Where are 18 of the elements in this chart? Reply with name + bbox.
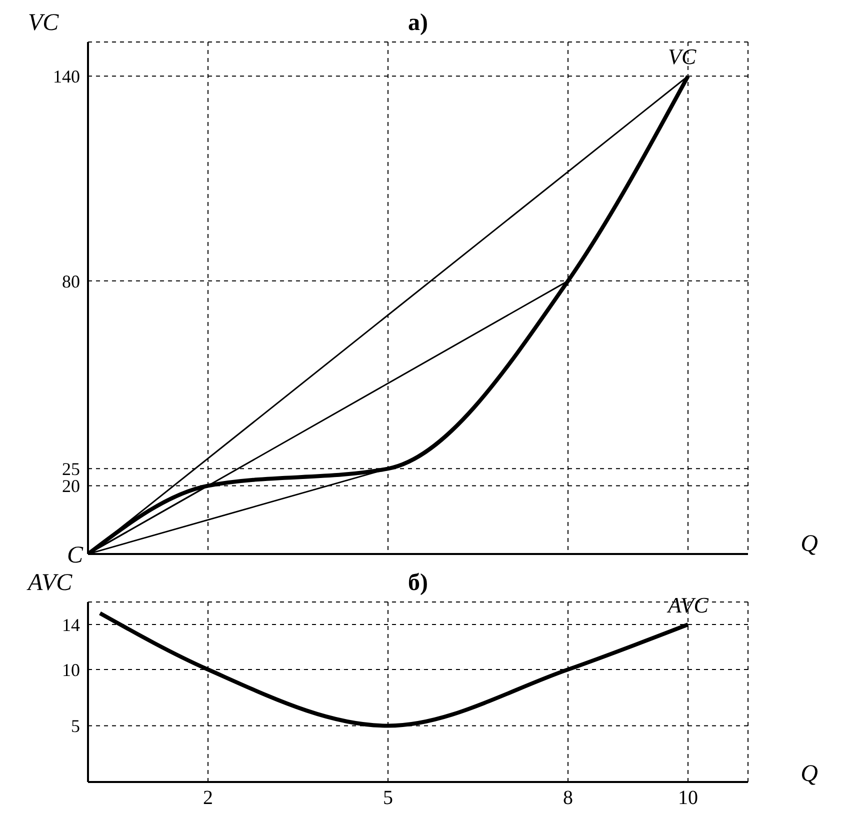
x-tick-label: 5	[383, 787, 393, 810]
series-label: VC	[668, 44, 696, 70]
series-label: AVC	[666, 592, 709, 618]
x-tick-label: 10	[678, 787, 698, 810]
x-axis-title: Q	[800, 761, 818, 788]
x-axis-title: Q	[800, 531, 818, 558]
y-tick-label: 14	[62, 614, 80, 635]
y-tick-label: 10	[62, 660, 80, 680]
y-tick-label: 80	[62, 271, 80, 292]
y-tick-label: 5	[71, 716, 80, 736]
chart-title: б)	[408, 570, 428, 596]
x-tick-label: 2	[203, 787, 213, 810]
y-axis-title: AVC	[28, 570, 72, 597]
y-tick-label: 140	[53, 66, 80, 87]
annotation: C	[66, 542, 84, 569]
y-axis-title: VC	[28, 10, 59, 37]
chart-title: а)	[408, 10, 428, 36]
x-tick-label: 8	[563, 787, 573, 810]
